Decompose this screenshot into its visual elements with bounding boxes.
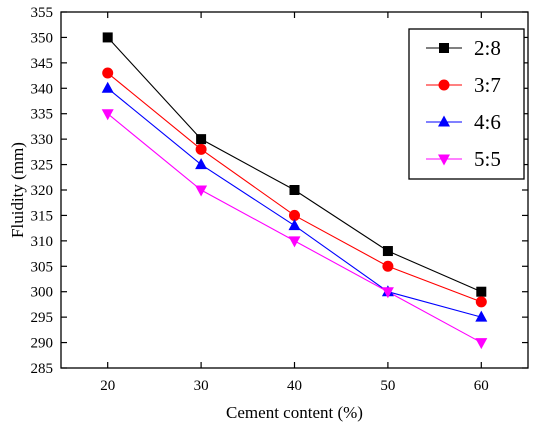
y-axis-label: Fluidity (mm) [8,142,27,238]
data-point [288,236,301,248]
y-tick-label: 335 [31,107,54,123]
data-point [382,246,393,257]
series-markers-3-7 [102,67,487,308]
data-point [381,287,394,299]
data-point [475,310,488,322]
legend-marker [438,115,450,127]
x-tick-label: 20 [100,378,115,394]
x-tick-label: 30 [194,378,209,394]
data-point [382,260,394,272]
data-point [195,158,208,170]
plot-marks [101,32,488,350]
legend-box [408,28,525,180]
y-tick-label: 300 [31,285,54,301]
legend-label: 5:5 [474,147,501,171]
data-point [476,286,487,297]
legend-label: 3:7 [474,73,501,97]
y-tick-label: 290 [31,336,54,352]
x-tick-label: 60 [474,378,489,394]
y-tick-label: 345 [31,56,54,72]
y-tick-label: 295 [31,310,54,326]
data-point [289,185,300,195]
data-point [102,67,114,79]
y-tick-label: 320 [31,183,54,199]
axes: 285 290 295 300 305 310 315 320 325 330 335 340 345 3… [31,5,528,394]
data-point [288,219,301,231]
y-tick-label: 305 [31,259,54,275]
legend-label: 4:6 [474,110,501,134]
x-axis-label: Cement content (%) [226,403,363,422]
y-tick-label: 350 [31,30,54,46]
y-tick-label: 315 [31,208,54,224]
y-tick-label: 285 [31,361,54,377]
data-point [475,296,487,308]
data-point [195,143,207,155]
series-markers-5-5 [101,109,488,350]
y-tick-label: 325 [31,158,54,174]
series-markers-2-8 [102,32,487,297]
legend: 2:8 3:7 4:6 5:5 [408,28,525,180]
legend-marker [438,79,450,91]
legend-label: 2:8 [474,36,501,60]
x-tick-label: 40 [287,378,302,394]
y-tick-label: 340 [31,81,54,97]
data-point [102,32,113,43]
data-point [196,134,207,145]
data-point [101,81,114,93]
x-tick-label: 50 [380,378,395,394]
y-tick-label: 310 [31,234,54,250]
y-tick-label: 330 [31,132,54,148]
y-tick-label: 355 [31,5,54,21]
legend-marker [438,154,450,166]
data-point [195,185,208,197]
data-point [289,209,300,221]
series-markers-4-6 [101,81,488,322]
data-point [475,338,488,350]
data-point [101,109,114,121]
legend-marker [439,43,449,53]
